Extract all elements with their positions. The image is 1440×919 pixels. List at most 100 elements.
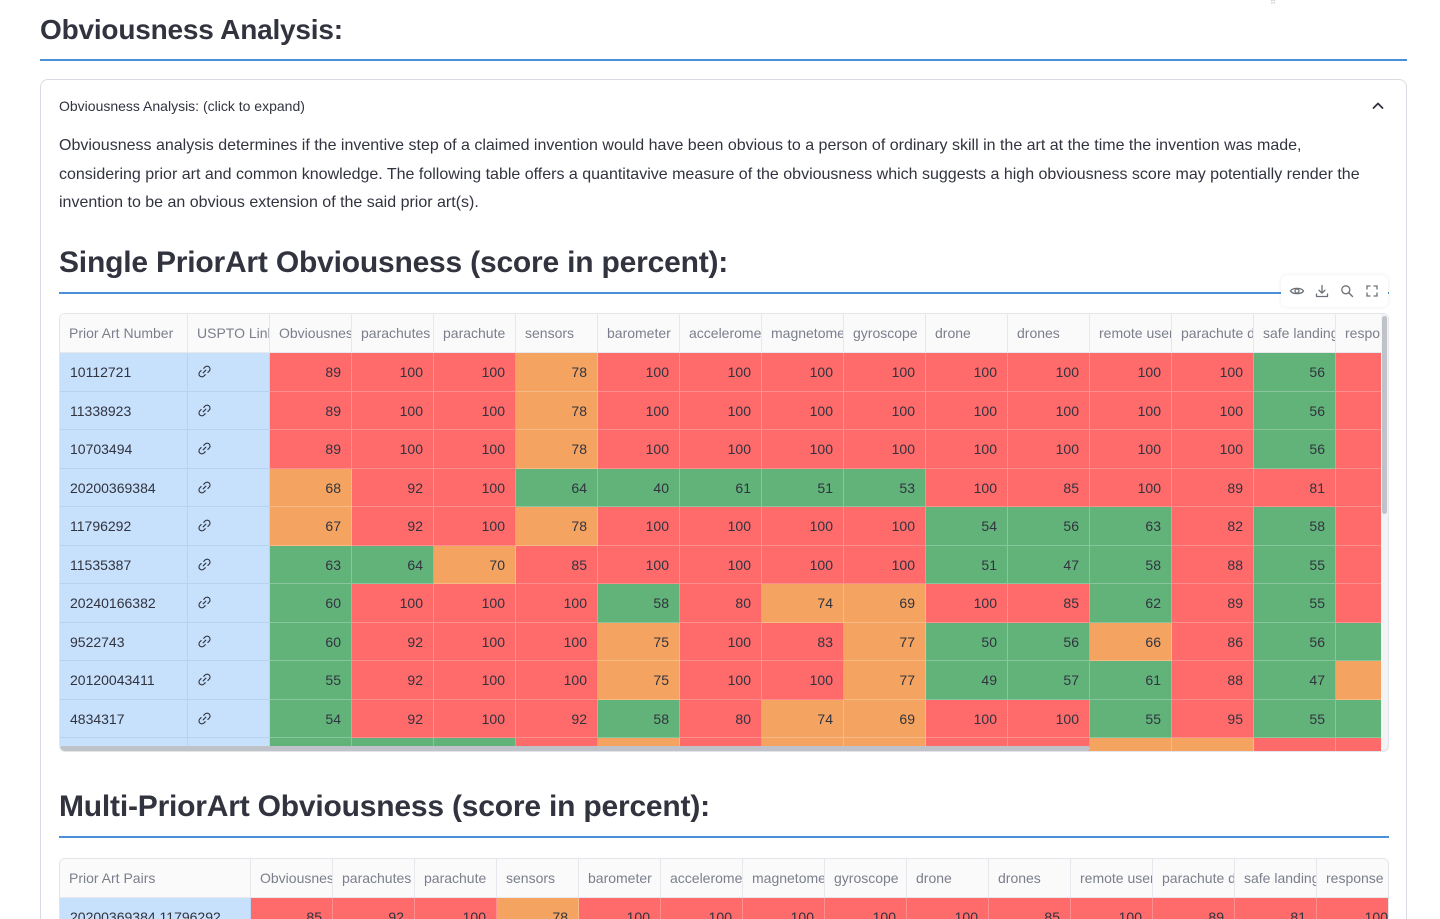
score-cell: 100	[661, 898, 743, 919]
score-cell: 56	[1254, 622, 1336, 661]
column-header[interactable]: magnetometer	[762, 314, 844, 353]
multi-priorart-table[interactable]: Prior Art Pairs Obviousness parachutes para…	[59, 858, 1389, 919]
column-header[interactable]: remote user	[1090, 314, 1172, 353]
score-cell: 74	[762, 584, 844, 623]
column-header[interactable]: safe landing	[1254, 314, 1336, 353]
score-cell: 95	[1172, 699, 1254, 738]
column-header[interactable]: parachutes	[333, 859, 415, 898]
score-cell: 82	[1172, 507, 1254, 546]
column-header[interactable]: parachutes	[352, 314, 434, 353]
prior-art-number: 10703494	[60, 430, 188, 469]
score-cell: 100	[434, 468, 516, 507]
score-cell: 89	[1172, 584, 1254, 623]
column-header[interactable]: parachute deployment	[1172, 314, 1254, 353]
column-header[interactable]: accelerometer	[661, 859, 743, 898]
column-header[interactable]: drone	[907, 859, 989, 898]
link-icon[interactable]	[188, 353, 270, 392]
score-cell: 100	[762, 507, 844, 546]
prior-art-number: 20120043411	[60, 661, 188, 700]
score-cell: 85	[516, 545, 598, 584]
score-cell: 100	[598, 430, 680, 469]
column-header[interactable]: gyroscope	[825, 859, 907, 898]
chevron-up-icon[interactable]	[1370, 98, 1386, 114]
score-cell: 100	[579, 898, 661, 919]
score-cell: 54	[270, 699, 352, 738]
column-header[interactable]: Prior Art Number	[60, 314, 188, 353]
score-cell: 100	[926, 430, 1008, 469]
score-cell: 100	[1090, 430, 1172, 469]
score-cell: 100	[844, 353, 926, 392]
link-icon[interactable]	[188, 507, 270, 546]
score-cell: 100	[1008, 699, 1090, 738]
column-header[interactable]: response	[1317, 859, 1388, 898]
column-header[interactable]: gyroscope	[844, 314, 926, 353]
column-header[interactable]: parachute deployment	[1153, 859, 1235, 898]
score-cell: 56	[1008, 622, 1090, 661]
eye-icon[interactable]	[1287, 281, 1307, 301]
expander-label: Obviousness Analysis: (click to expand)	[59, 98, 305, 114]
horizontal-scrollbar[interactable]	[60, 746, 1090, 751]
score-cell: 92	[352, 468, 434, 507]
link-icon[interactable]	[188, 661, 270, 700]
column-header[interactable]: response	[1336, 314, 1388, 353]
column-header[interactable]: barometer	[598, 314, 680, 353]
download-icon[interactable]	[1312, 281, 1332, 301]
score-cell: 100	[1317, 898, 1388, 919]
link-icon[interactable]	[188, 584, 270, 623]
score-cell	[1254, 738, 1336, 751]
score-cell: 92	[333, 898, 415, 919]
column-header[interactable]: sensors	[516, 314, 598, 353]
column-header[interactable]: Prior Art Pairs	[60, 859, 251, 898]
column-header[interactable]: parachute	[434, 314, 516, 353]
score-cell: 100	[926, 391, 1008, 430]
link-icon[interactable]	[188, 699, 270, 738]
column-header[interactable]: remote user	[1071, 859, 1153, 898]
link-icon[interactable]	[188, 468, 270, 507]
search-icon[interactable]	[1337, 281, 1357, 301]
column-header[interactable]: Obviousness	[270, 314, 352, 353]
score-cell: 100	[844, 507, 926, 546]
link-icon[interactable]	[188, 545, 270, 584]
score-cell: 100	[1008, 353, 1090, 392]
score-cell	[1336, 468, 1388, 507]
fullscreen-icon[interactable]	[1362, 281, 1382, 301]
column-header[interactable]: parachute	[415, 859, 497, 898]
score-cell: 85	[1008, 584, 1090, 623]
column-header[interactable]: barometer	[579, 859, 661, 898]
link-icon[interactable]	[188, 622, 270, 661]
single-priorart-table[interactable]: Prior Art Number USPTO Link Obviousness par…	[59, 313, 1389, 752]
column-header[interactable]: safe landing	[1235, 859, 1317, 898]
score-cell: 100	[352, 391, 434, 430]
obviousness-expander: Obviousness Analysis: (click to expand) …	[40, 79, 1407, 919]
column-header[interactable]: drones	[1008, 314, 1090, 353]
column-header[interactable]: USPTO Link	[188, 314, 270, 353]
column-header[interactable]: magnetometer	[743, 859, 825, 898]
column-header[interactable]: sensors	[497, 859, 579, 898]
score-cell: 100	[598, 391, 680, 430]
column-header[interactable]: drones	[989, 859, 1071, 898]
score-cell: 64	[516, 468, 598, 507]
link-icon[interactable]	[188, 391, 270, 430]
column-header[interactable]: Obviousness	[251, 859, 333, 898]
score-cell	[1336, 430, 1388, 469]
resize-handle-icon: ⠿	[1270, 0, 1276, 6]
score-cell	[1336, 622, 1388, 661]
score-cell: 89	[1172, 468, 1254, 507]
vertical-scrollbar[interactable]	[1381, 314, 1388, 751]
expander-header[interactable]: Obviousness Analysis: (click to expand)	[41, 80, 1406, 132]
column-header[interactable]: drone	[926, 314, 1008, 353]
column-header[interactable]: accelerometer	[680, 314, 762, 353]
score-cell: 100	[762, 391, 844, 430]
link-icon[interactable]	[188, 430, 270, 469]
score-cell: 58	[1254, 507, 1336, 546]
score-cell: 100	[434, 430, 516, 469]
score-cell: 100	[516, 661, 598, 700]
score-cell: 85	[1008, 468, 1090, 507]
score-cell: 89	[1153, 898, 1235, 919]
score-cell: 100	[680, 545, 762, 584]
single-section-title: Single PriorArt Obviousness (score in pe…	[59, 246, 729, 279]
score-cell	[1336, 545, 1388, 584]
prior-art-number: 4834317	[60, 699, 188, 738]
score-cell: 100	[434, 584, 516, 623]
score-cell: 78	[516, 353, 598, 392]
